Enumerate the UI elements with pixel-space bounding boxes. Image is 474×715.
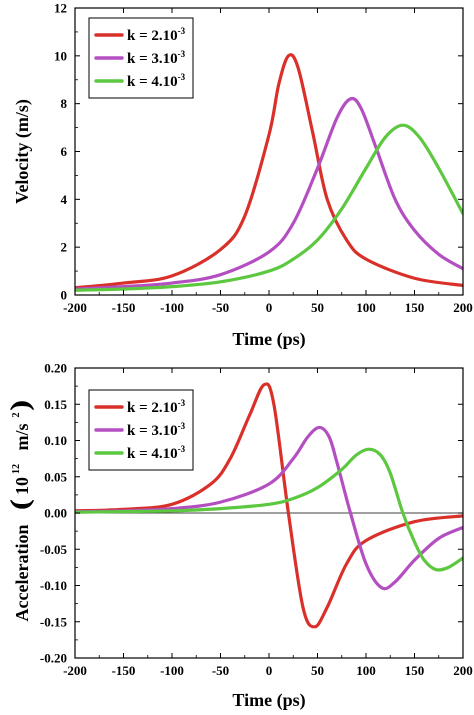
acceleration-legend-label-3: k = 4.10-3 (127, 444, 186, 462)
velocity-y-tick-label: 0 (61, 288, 68, 303)
acceleration-unit-name: m/s (12, 424, 32, 451)
acceleration-y-tick-label: -0.20 (40, 651, 67, 666)
acceleration-y-tick-label: 0.05 (44, 469, 67, 484)
acceleration-x-tick-label: 0 (266, 663, 273, 678)
acceleration-unit-close-paren: ) (7, 399, 37, 411)
acceleration-x-tick-label: -100 (160, 663, 184, 678)
acceleration-x-tick-label: 200 (453, 663, 473, 678)
acceleration-series-group (75, 382, 463, 629)
velocity-x-tick-label: 0 (266, 300, 273, 315)
acceleration-series-line-2 (75, 425, 463, 591)
velocity-y-tick-label: 4 (61, 192, 68, 207)
velocity-legend-label-1: k = 2.10-3 (127, 26, 186, 44)
acceleration-unit-name-exponent: 2 (11, 413, 22, 418)
velocity-x-tick-label: -100 (160, 300, 184, 315)
acceleration-x-axis-label: Time (ps) (232, 690, 305, 711)
velocity-x-tick-label: 200 (453, 300, 473, 315)
velocity-x-tick-label: -50 (212, 300, 229, 315)
velocity-y-tick-label: 12 (54, 1, 67, 16)
acceleration-x-tick-label: 150 (405, 663, 425, 678)
acceleration-unit-open-paren: ( (7, 499, 37, 511)
velocity-series-line-1 (75, 53, 463, 290)
acceleration-x-tick-label: -50 (212, 663, 229, 678)
velocity-chart: -200 -150 -100 -50 0 50 100 150 200 0 2 4 6 8 10 12 k =… (12, 1, 473, 351)
acceleration-x-tick-label: -150 (112, 663, 136, 678)
acceleration-series-line-3 (75, 447, 463, 572)
velocity-legend: k = 2.10-3 k = 3.10-3 k = 4.10-3 (88, 17, 194, 99)
velocity-x-tick-label: -200 (63, 300, 87, 315)
acceleration-ticks: -200 -150 -100 -50 0 50 100 150 200 -0.20 -0.15 -0.… (40, 361, 473, 679)
acceleration-unit-base: 10 (12, 477, 32, 495)
velocity-legend-label-3: k = 4.10-3 (127, 72, 186, 90)
acceleration-unit-exponent: 12 (11, 464, 22, 474)
acceleration-x-tick-label: 50 (311, 663, 324, 678)
velocity-y-axis-label: Velocity (m/s) (12, 99, 33, 204)
velocity-y-tick-label: 6 (61, 144, 68, 159)
acceleration-chart: -200 -150 -100 -50 0 50 100 150 200 -0.20 -0.15 -0.… (7, 361, 473, 712)
acceleration-series-line-1 (75, 382, 463, 629)
velocity-y-tick-label: 8 (61, 96, 68, 111)
velocity-x-tick-label: -150 (112, 300, 136, 315)
acceleration-y-tick-label: 0.10 (44, 433, 67, 448)
acceleration-y-axis-label: Acceleration (12, 525, 32, 622)
velocity-x-tick-label: 100 (356, 300, 376, 315)
acceleration-y-tick-label: -0.15 (40, 614, 68, 629)
velocity-x-tick-label: 150 (405, 300, 425, 315)
acceleration-legend: k = 2.10-3 k = 3.10-3 k = 4.10-3 (88, 389, 194, 471)
acceleration-x-tick-label: 100 (356, 663, 376, 678)
acceleration-y-tick-label: 0.20 (44, 361, 67, 376)
acceleration-legend-label-2: k = 3.10-3 (127, 421, 186, 439)
velocity-ticks: -200 -150 -100 -50 0 50 100 150 200 0 2 4 6 8 10 12 (54, 1, 473, 316)
acceleration-y-tick-label: 0.15 (44, 397, 67, 412)
acceleration-y-tick-label: 0.00 (44, 506, 67, 521)
acceleration-y-tick-label: -0.05 (40, 542, 68, 557)
velocity-y-tick-label: 10 (54, 48, 67, 63)
velocity-x-axis-label: Time (ps) (232, 329, 305, 350)
velocity-series-group (75, 53, 463, 292)
velocity-series-line-3 (75, 123, 463, 292)
acceleration-y-axis-label-group: Acceleration ( 10 12 m/s 2 ) (7, 399, 37, 622)
acceleration-x-tick-label: -200 (63, 663, 87, 678)
acceleration-y-tick-label: -0.10 (40, 578, 67, 593)
acceleration-legend-label-1: k = 2.10-3 (127, 398, 186, 416)
velocity-y-tick-label: 2 (61, 240, 68, 255)
velocity-series-line-2 (75, 96, 463, 291)
velocity-x-tick-label: 50 (311, 300, 324, 315)
velocity-legend-label-2: k = 3.10-3 (127, 49, 186, 67)
